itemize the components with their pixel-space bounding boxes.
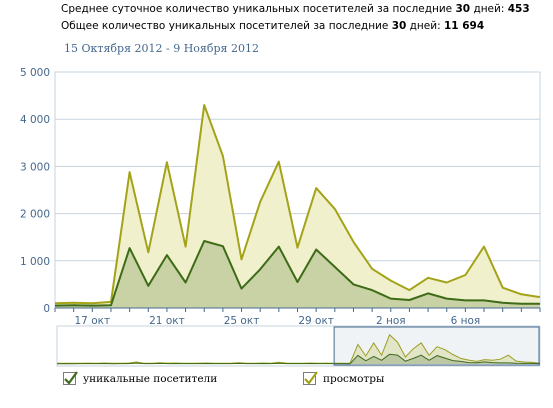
y-tick-label: 2 000 xyxy=(20,209,50,221)
avg-daily-suffix: дней: xyxy=(473,3,505,15)
unique-series-area xyxy=(55,241,540,308)
views-series-line xyxy=(54,104,541,305)
date-range-label: 15 Октября 2012 - 9 Ноября 2012 xyxy=(64,42,259,55)
total-days: 30 xyxy=(391,20,407,32)
checkbox-views[interactable] xyxy=(303,371,318,385)
avg-daily-visitors-text: Среднее суточное количество уникальных п… xyxy=(61,2,530,16)
y-tick-label: 1 000 xyxy=(20,256,50,268)
x-tick-label: 17 окт xyxy=(75,315,111,327)
avg-daily-days: 30 xyxy=(455,3,471,15)
legend-unique-visitors-toggle[interactable]: уникальные посетители xyxy=(63,371,218,385)
navigator-unique-area xyxy=(57,354,540,364)
legend-views-toggle[interactable]: просмотры xyxy=(303,371,385,385)
total-label: Общее количество уникальных посетителей … xyxy=(61,20,389,32)
navigator-range-window[interactable] xyxy=(333,326,540,366)
total-visitors-text: Общее количество уникальных посетителей … xyxy=(61,19,484,33)
y-tick-label: 4 000 xyxy=(20,114,50,126)
legend-label-unique: уникальные посетители xyxy=(83,372,218,385)
check-icon xyxy=(304,371,318,385)
x-tick-label: 6 ноя xyxy=(451,315,481,327)
checkbox-unique-visitors[interactable] xyxy=(63,371,78,385)
total-value: 11 694 xyxy=(443,20,485,32)
navigator-unique-line xyxy=(56,353,541,365)
y-tick-label: 0 xyxy=(43,303,50,315)
x-tick-label: 21 окт xyxy=(149,315,185,327)
x-tick-label: 29 окт xyxy=(298,315,334,327)
views-series-area xyxy=(55,105,540,308)
x-tick-label: 2 ноя xyxy=(376,315,406,327)
unique-series-line xyxy=(54,240,540,307)
avg-daily-value: 453 xyxy=(507,3,530,15)
check-icon xyxy=(64,371,78,385)
avg-daily-label: Среднее суточное количество уникальных п… xyxy=(61,3,453,15)
y-tick-label: 5 000 xyxy=(20,67,50,79)
legend-label-views: просмотры xyxy=(323,372,385,385)
y-tick-label: 3 000 xyxy=(20,161,50,173)
total-suffix: дней: xyxy=(409,20,441,32)
x-tick-label: 25 окт xyxy=(224,315,260,327)
